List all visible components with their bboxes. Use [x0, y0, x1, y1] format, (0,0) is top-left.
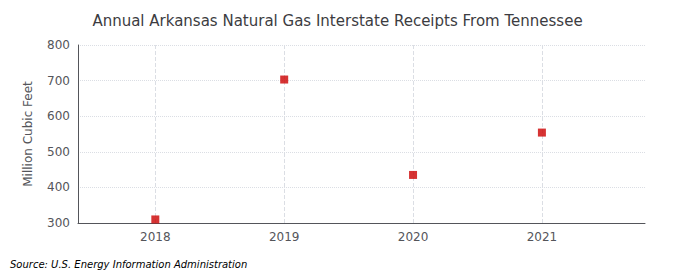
svg-text:Million Cubic Feet: Million Cubic Feet — [21, 81, 35, 187]
svg-text:Source: U.S. Energy Informatio: Source: U.S. Energy Information Administ… — [10, 259, 247, 270]
svg-text:2019: 2019 — [269, 230, 300, 244]
svg-text:2020: 2020 — [398, 230, 429, 244]
svg-text:700: 700 — [47, 74, 70, 88]
svg-text:400: 400 — [47, 180, 70, 194]
svg-text:600: 600 — [47, 109, 70, 123]
svg-text:800: 800 — [47, 38, 70, 52]
svg-text:Annual Arkansas Natural Gas In: Annual Arkansas Natural Gas Interstate R… — [92, 12, 582, 30]
svg-text:500: 500 — [47, 145, 70, 159]
svg-text:2018: 2018 — [140, 230, 171, 244]
svg-text:300: 300 — [47, 216, 70, 230]
svg-text:2021: 2021 — [527, 230, 558, 244]
